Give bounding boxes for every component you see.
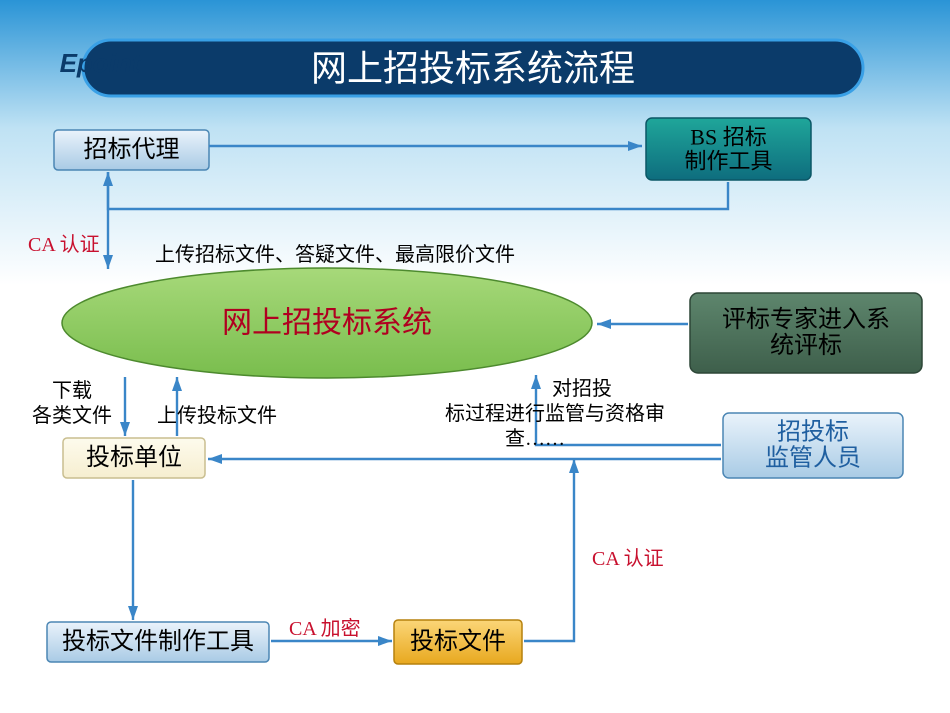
node-bid_file-label: 投标文件 [410,628,506,655]
annotation-supervise_l2: 标过程进行监管与资格审 [445,402,665,425]
node-experts-label1: 评标专家进入系 [722,306,890,333]
annotation-download_docs_l1: 下载 [52,379,92,402]
annotation-ca_auth_top: CA 认证 [28,233,100,256]
node-supervisor-label2: 监管人员 [765,445,861,472]
arrowhead-file-to-supervisor [569,459,579,473]
arrowhead-agent-to-bs [628,141,642,151]
arrowhead-agent-into-system [103,255,113,269]
node-system-label: 网上招投标系统 [222,307,432,340]
logo: Epoint [60,48,142,78]
annotation-ca_auth_right: CA 认证 [592,547,664,570]
arrow-file-to-supervisor [524,459,574,641]
arrowhead-bidder-to-tool [128,606,138,620]
annotation-ca_encrypt: CA 加密 [289,617,361,640]
diagram-stage: 网上招投标系统流程 Epoint 招标代理 BS 招标制作工具网上招投标系统 评标专家进… [0,0,950,713]
arrowhead-bidder-to-system [172,377,182,391]
arrowhead-experts-to-system [597,319,611,329]
arrowhead-system-to-bidder [120,422,130,436]
annotation-supervise_l1: 对招投 [552,377,612,400]
annotation-download_docs_l2: 各类文件 [32,404,112,427]
node-bs_tool-label1: BS 招标 [690,124,766,149]
svg-layer: 网上招投标系统流程 Epoint 招标代理 BS 招标制作工具网上招投标系统 评标专家进… [0,0,950,713]
node-experts-label2: 统评标 [770,332,842,359]
node-supervisor-label1: 招投标 [777,418,849,445]
arrowhead-supervisor-to-sys [531,375,541,389]
arrow-bs-down-to-agent [108,172,728,209]
node-agent-label: 招标代理 [84,136,180,163]
node-bs_tool-label2: 制作工具 [684,149,772,174]
annotation-upload_tender_docs: 上传招标文件、答疑文件、最高限价文件 [155,243,515,266]
arrowhead-tool-to-file [378,636,392,646]
node-bidder-label: 投标单位 [86,444,182,471]
node-bid_tool-label: 投标文件制作工具 [62,628,254,655]
annotation-upload_bid_docs: 上传投标文件 [157,404,277,427]
arrowhead-supervisor-to-bidder [208,454,222,464]
annotation-supervise_l3: 查…… [505,427,565,450]
title-text: 网上招投标系统流程 [311,48,635,89]
